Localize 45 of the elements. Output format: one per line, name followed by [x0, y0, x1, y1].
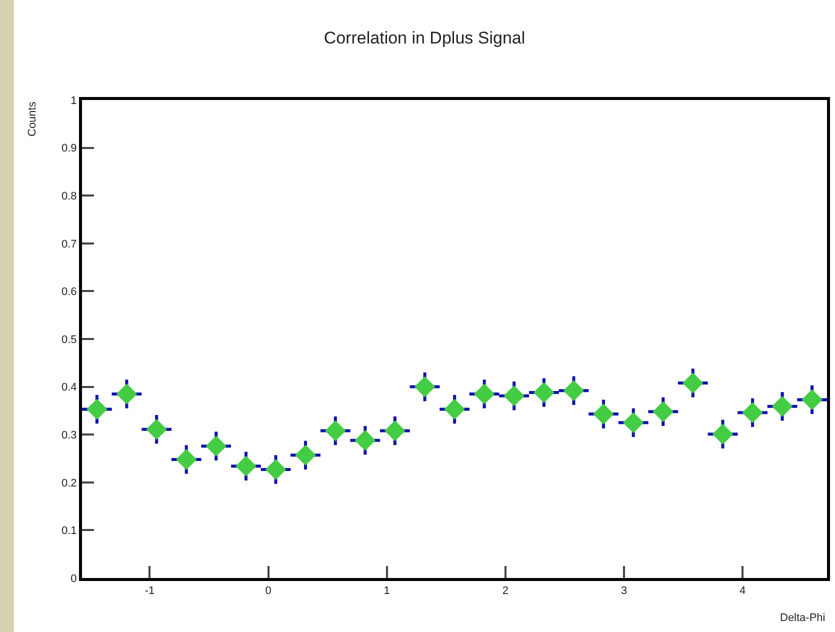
y-tick-label: 0.3 — [62, 429, 77, 442]
point — [772, 396, 793, 417]
point — [206, 436, 227, 456]
point — [324, 420, 346, 442]
x-tick-label: 4 — [740, 585, 746, 598]
point — [742, 402, 763, 424]
point — [444, 398, 465, 420]
x-tick-label: 0 — [265, 585, 272, 598]
chart-title: Correlation in Dplus Signal — [324, 28, 526, 48]
point — [414, 376, 436, 398]
y-tick-label: 0.9 — [62, 142, 77, 155]
point — [295, 444, 316, 466]
y-tick-label: 1 — [70, 94, 77, 107]
point — [146, 418, 167, 440]
point — [534, 382, 554, 403]
y-tick-label: 0.7 — [62, 238, 77, 250]
y-tick-label: 0.6 — [62, 286, 77, 298]
point — [563, 380, 584, 402]
x-tick-label: 1 — [384, 585, 390, 598]
y-tick-label: 0.5 — [62, 334, 77, 346]
point — [712, 424, 734, 445]
point — [176, 449, 197, 470]
point — [622, 412, 644, 434]
y-tick-label: 0.4 — [62, 382, 77, 394]
x-tick-label: -1 — [144, 585, 155, 598]
y-tick-label: 0.1 — [62, 525, 77, 538]
y-axis-title: Counts — [26, 101, 38, 136]
x-tick-label: 2 — [502, 585, 508, 598]
y-tick-label: 0.8 — [62, 190, 77, 202]
point — [116, 384, 138, 404]
point — [802, 389, 822, 410]
point — [265, 459, 286, 480]
y-tick-label: 0 — [70, 572, 77, 585]
point — [652, 401, 674, 422]
x-axis-title: Delta-Phi — [780, 612, 826, 624]
point — [474, 384, 495, 404]
y-tick-label: 0.2 — [62, 477, 77, 490]
point — [384, 420, 406, 442]
point — [86, 398, 108, 420]
x-tick-label: 3 — [620, 585, 628, 598]
point — [504, 385, 524, 406]
point — [682, 372, 704, 394]
point — [354, 430, 376, 451]
point — [593, 404, 614, 424]
point — [236, 456, 256, 477]
